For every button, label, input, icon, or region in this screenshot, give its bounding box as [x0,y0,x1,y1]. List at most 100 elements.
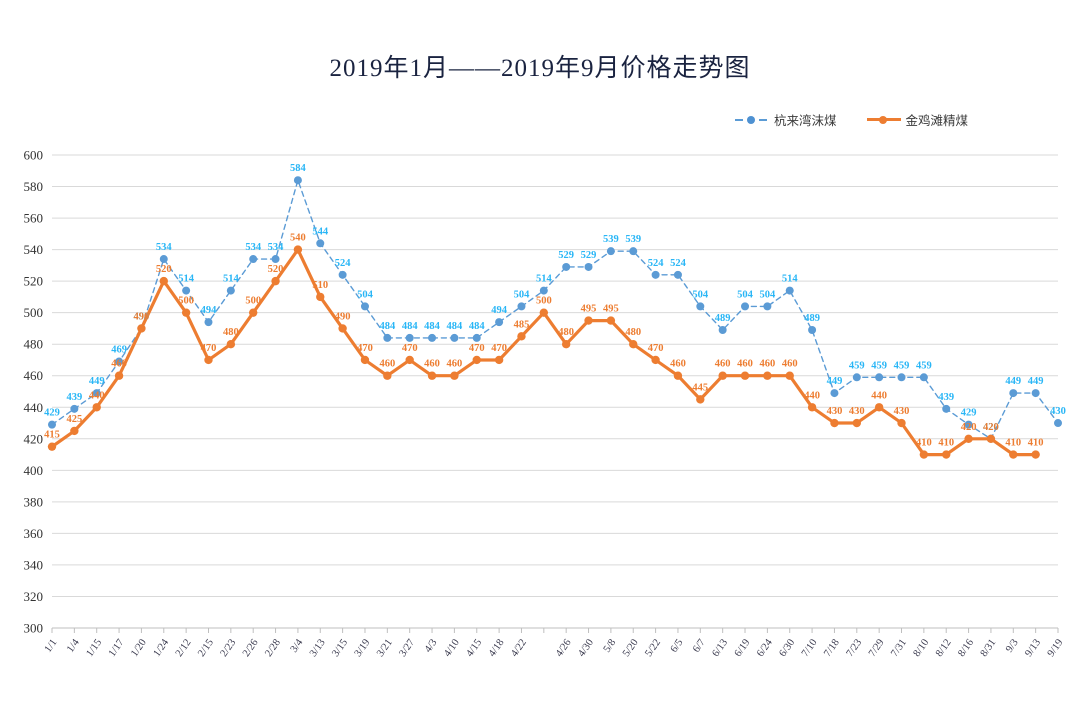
data-label: 470 [469,343,485,354]
y-axis-tick-label: 580 [24,179,44,194]
data-point [92,403,101,412]
data-point [182,286,191,295]
data-label: 494 [491,305,508,316]
data-point [293,176,302,185]
x-axis-tick-label: 2/26 [241,637,261,659]
data-point [651,355,660,365]
legend-item-jinjitan[interactable]: 金鸡滩精煤 [866,110,968,129]
data-point [293,245,303,254]
data-label: 410 [1028,438,1044,449]
data-point [919,373,928,382]
data-point [70,404,79,413]
y-axis-labels: 300 320 340 360 380 400 420 440 460 480 500 520 540 5… [24,148,44,636]
data-point [360,302,369,311]
data-label: 510 [312,280,328,291]
data-point [718,371,727,380]
data-point [964,434,973,443]
data-label: 459 [871,360,887,371]
data-label: 484 [402,321,419,332]
data-point [271,276,280,286]
data-point [428,333,437,342]
data-label: 529 [581,250,597,261]
data-label: 524 [648,258,665,269]
data-label: 420 [983,422,999,433]
x-axis-tick-label: 7/18 [822,637,842,659]
data-point [405,333,414,342]
data-point [740,371,750,380]
legend-marker-dashed-line-icon [735,114,769,126]
series-layer [47,176,1062,459]
data-label: 524 [335,258,352,269]
y-axis-tick-label: 400 [24,463,44,478]
legend-marker-solid-line-icon [866,114,901,126]
x-axis-tick-label: 6/13 [710,637,730,659]
data-point [472,333,481,342]
data-label: 439 [938,392,954,403]
x-axis-tick-label: 5/8 [602,637,619,654]
data-point [875,373,884,382]
data-label: 460 [760,359,776,370]
y-axis-tick-label: 540 [24,242,44,257]
data-label: 540 [290,233,306,244]
data-label: 460 [379,359,395,370]
data-label: 459 [916,360,932,371]
data-label: 429 [961,408,977,419]
data-label: 484 [469,321,486,332]
data-point [942,404,951,413]
data-label: 460 [670,359,686,370]
data-point [808,326,817,335]
x-axis-tick-label: 8/31 [979,637,999,659]
data-point [696,395,705,404]
y-axis-tick-label: 420 [24,431,44,446]
y-axis-tick-label: 560 [24,211,44,226]
data-point [1031,450,1040,459]
data-label: 429 [44,408,60,419]
data-label: 440 [89,390,105,401]
data-label: 500 [178,296,194,307]
data-point [450,371,459,380]
data-point [405,355,414,365]
x-axis-tick-label: 1/1 [43,637,60,654]
x-axis-tick-label: 4/22 [509,637,529,659]
data-label: 500 [536,296,552,307]
data-point [450,333,459,342]
y-axis-tick-label: 380 [24,494,44,509]
data-label: 445 [692,382,708,393]
data-label: 500 [245,296,261,307]
data-label: 439 [66,392,82,403]
data-point [360,355,370,365]
y-axis-tick-label: 440 [24,400,44,415]
data-label: 449 [1005,376,1021,387]
data-label: 449 [827,376,843,387]
data-label: 514 [782,274,799,285]
data-point [807,403,817,412]
data-point [114,371,124,380]
data-point [1009,450,1018,459]
x-axis-tick-label: 5/22 [643,637,663,659]
data-label: 484 [424,321,441,332]
data-point [271,255,280,264]
data-label: 520 [156,264,172,275]
data-label: 490 [335,311,351,322]
data-point [383,371,392,380]
data-point [964,420,973,429]
data-label: 430 [849,406,865,417]
x-axis-tick-label: 2/23 [219,637,239,659]
x-axis-tick-label: 8/16 [956,637,976,659]
x-axis-tick-label: 9/3 [1004,637,1021,654]
data-label: 539 [603,234,619,245]
data-label: 485 [514,319,530,330]
x-axis-tick-label: 7/29 [867,637,887,659]
data-point [584,262,593,271]
data-label: 460 [111,359,127,370]
data-label: 410 [1005,438,1021,449]
data-point [673,371,683,380]
data-point [204,355,213,365]
chart-legend: 杭来湾沫煤 金鸡滩精煤 [735,110,968,129]
data-point [249,255,258,264]
data-point [517,302,526,311]
x-axis-tick-label: 3/13 [308,637,328,659]
legend-item-hanglaiwan[interactable]: 杭来湾沫煤 [735,110,837,129]
data-label: 449 [1028,376,1044,387]
